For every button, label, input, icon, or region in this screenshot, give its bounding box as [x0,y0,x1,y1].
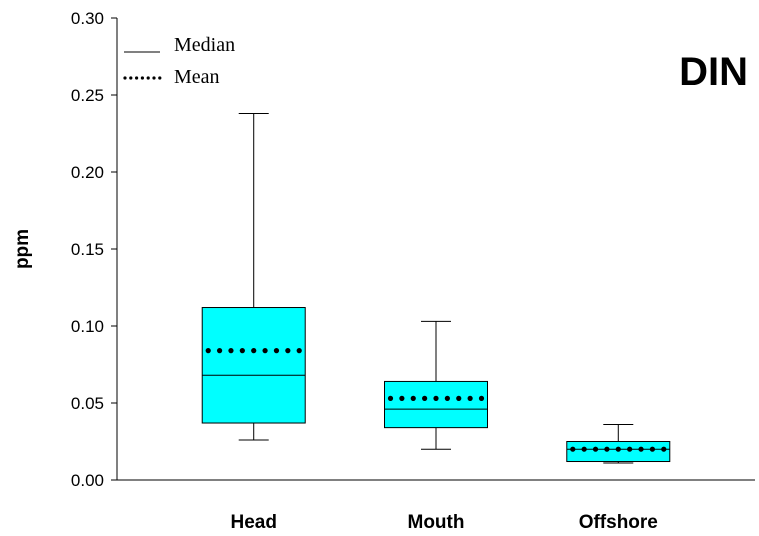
mean-dot [205,348,211,354]
iqr-box [384,380,488,429]
x-category-label: Head [230,512,276,533]
mean-dot [262,348,268,354]
mean-dot [216,348,223,354]
mean-dot [638,446,644,452]
box-mouth [384,320,488,450]
y-tick-label: 0.05 [71,394,104,413]
legend-mean-label: Mean [174,66,220,88]
legend-mean-dot [146,76,150,80]
legend-mean-dot [140,76,144,80]
legend-median-label: Median [174,34,235,56]
y-axis-label: ppm [12,229,33,269]
legend: Median Mean [123,34,235,88]
mean-dot [444,395,450,401]
mean-dot [615,446,621,452]
legend-mean-dot [135,76,139,80]
x-category-labels: Head Mouth Offshore [230,512,657,533]
mean-marker [570,446,667,452]
mean-dot [422,395,428,401]
box-offshore [566,424,671,464]
mean-dot [661,446,667,452]
mean-dot [581,446,587,452]
y-tick-label: 0.25 [71,86,104,105]
mean-marker [205,348,302,354]
mean-dot [649,446,656,452]
chart-title: DIN [679,50,748,94]
mean-dot [273,348,280,354]
x-category-label: Offshore [579,512,658,533]
mean-dot [467,395,473,401]
mean-dot [456,395,462,401]
mean-dot [387,395,394,401]
x-category-label: Mouth [408,512,465,533]
legend-mean-dot [158,76,162,80]
iqr-box [201,307,306,424]
legend-mean-dot [129,76,133,80]
mean-dot [433,395,439,401]
boxes [201,112,671,464]
mean-dot [285,348,291,354]
y-tick-label: 0.10 [71,317,104,336]
mean-dot [399,395,405,401]
mean-dot [592,446,599,452]
mean-dot [228,348,234,354]
mean-dot [627,446,633,452]
legend-mean-dot [152,76,156,80]
mean-dot [570,446,576,452]
mean-dot [604,446,610,452]
legend-mean-dot [123,76,127,80]
y-tick-label: 0.15 [71,240,104,259]
legend-mean-swatch [123,76,162,80]
box-head [201,112,306,441]
y-tick-label: 0.20 [71,163,104,182]
mean-dot [239,348,245,354]
y-tick-label: 0.30 [71,9,104,28]
mean-dot [410,395,416,401]
mean-dot [478,395,485,401]
y-tick-label: 0.00 [71,471,104,490]
y-ticks: 0.00 0.05 0.10 0.15 0.20 0.25 0.30 [71,9,117,490]
mean-dot [251,348,257,354]
mean-marker [387,395,485,401]
mean-dot [296,348,302,354]
